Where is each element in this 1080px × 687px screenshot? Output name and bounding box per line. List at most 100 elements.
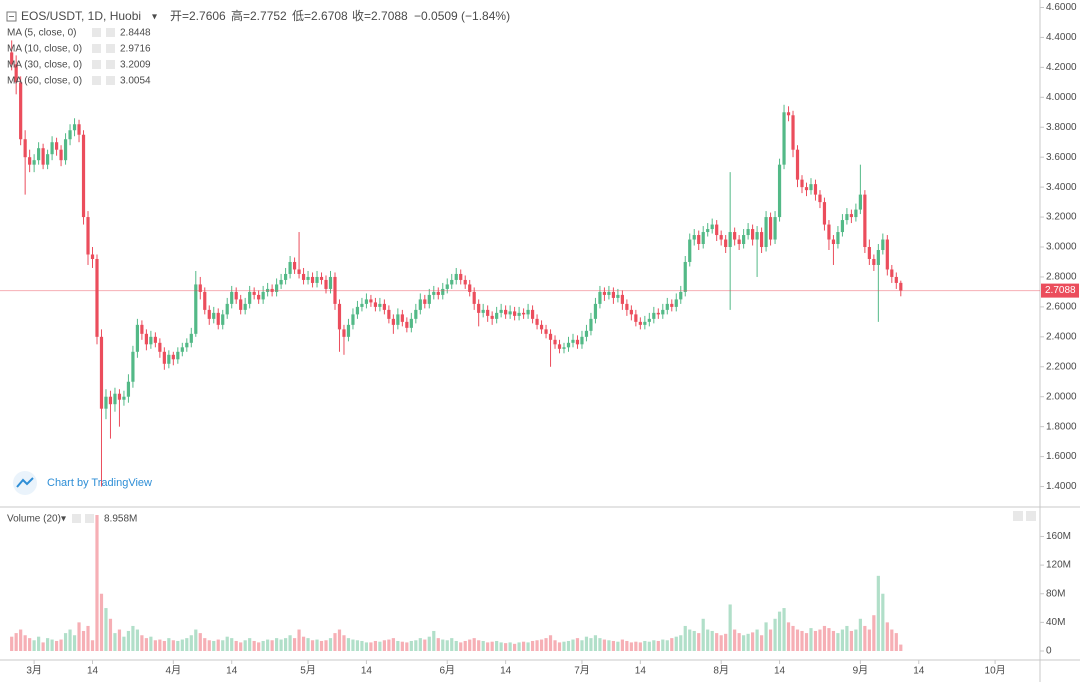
last-price-label: 2.7088 [1045,285,1076,296]
volume-bar [427,636,431,651]
candle-body [266,288,270,292]
volume-bar [899,644,903,651]
volume-bar [432,630,436,651]
candle-body [59,149,63,161]
candle-body [845,214,849,221]
volume-bar [41,642,45,651]
volume-bar [275,638,279,651]
volume-bar [414,640,418,651]
settings-icon[interactable] [92,44,101,53]
volume-bar [32,640,36,651]
close-icon[interactable] [106,28,115,37]
volume-bar [405,642,409,651]
volume-bar [337,629,342,651]
close-icon[interactable] [85,514,94,523]
volume-bar [454,640,458,651]
volume-bar [872,615,876,651]
candle-body [468,284,472,292]
close-icon[interactable] [106,44,115,53]
candle-body [283,273,288,280]
candle-body [144,333,148,345]
volume-bar [809,628,813,651]
volume-bar [521,641,526,651]
candle-body [185,342,189,348]
candle-body [607,291,611,295]
volume-bar [548,635,553,651]
volume-bar [840,629,845,651]
candle-body [656,312,660,315]
ohlc-header: 开=2.7606 高=2.7752 低=2.6708 收=2.7088 −0.0509 … [170,8,510,23]
candle-body [755,232,759,240]
candle-body [99,336,104,409]
volume-bar [158,639,162,651]
volume-bar [638,642,642,651]
candle-body [499,309,503,313]
candle-body [665,303,669,310]
volume-bar [225,636,229,651]
candle-body [643,321,647,325]
candle-body [715,224,719,236]
dropdown-arrow[interactable]: ▾ [152,12,157,23]
close-icon[interactable] [106,76,115,85]
settings-icon[interactable] [92,28,101,37]
volume-bar [625,640,629,651]
time-tick-label: 5月 [300,665,316,677]
volume-bar [167,638,171,651]
volume-bar [836,633,840,651]
price-tick-label: 1.4000 [1046,481,1077,492]
volume-bar [180,639,184,651]
price-tick-label: 2.0000 [1046,391,1077,402]
candle-body [544,329,548,334]
ohlc-value: 收=2.7088 [352,9,408,23]
candle-body [751,229,755,240]
candle-body [405,321,409,328]
candle-body [337,303,342,330]
volume-bar [441,639,445,651]
volume-bar [688,629,692,651]
volume-bar [50,639,54,651]
candle-body [562,347,566,349]
candle-body [194,284,198,334]
pane-up-button[interactable] [1013,511,1023,521]
settings-icon[interactable] [92,60,101,69]
volume-bar [818,629,822,651]
volume-bar [221,640,225,651]
candle-body [463,279,467,285]
volume-bar [45,638,50,651]
volume-bar [831,630,836,651]
volume-bar [86,625,90,651]
candle-body [710,224,714,230]
candle-body [481,309,485,313]
pane-down-button[interactable] [1026,511,1036,521]
candle-body [279,279,283,285]
time-tick-label: 14 [774,666,786,677]
candle-body [548,333,553,340]
volume-bar [867,629,871,651]
volume-bar [117,629,122,651]
volume-bar [203,638,207,651]
volume-bar [301,636,306,651]
settings-icon[interactable] [92,76,101,85]
dropdown-arrow[interactable]: ▾ [61,514,66,525]
volume-bar [535,640,539,651]
close-icon[interactable] [106,60,115,69]
candle-body [827,224,831,240]
indicator-name: MA (30, close, 0) [7,60,82,71]
settings-icon[interactable] [72,514,81,523]
volume-bar [526,642,530,651]
candle-body [113,393,117,405]
volume-bar [153,640,157,651]
price-tick-label: 3.2000 [1046,212,1077,223]
volume-bar [360,640,364,651]
volume-bar [719,635,723,651]
price-tick-label: 2.4000 [1046,331,1077,342]
time-tick-label: 14 [361,666,373,677]
collapse-icon[interactable] [6,11,17,22]
candle-body [288,261,292,274]
volume-bar [647,641,651,651]
candle-body [876,250,880,265]
candle-body [679,291,683,300]
tradingview-logo [16,477,34,488]
volume-bar [477,640,481,651]
price-tick-label: 3.0000 [1046,242,1077,253]
